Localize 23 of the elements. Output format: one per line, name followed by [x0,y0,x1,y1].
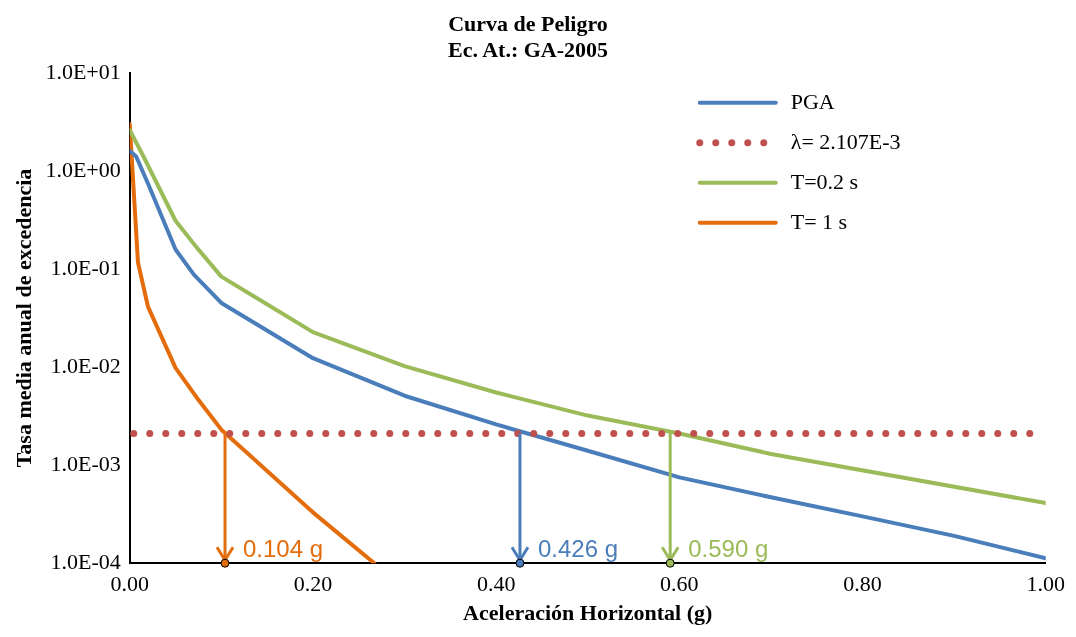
y-tick-label: 1.0E-01 [50,254,121,280]
x-tick-label: 1.00 [1026,571,1065,597]
x-tick-label: 0.80 [843,571,882,597]
y-axis-title: Tasa media anual de excedencia [10,168,36,468]
y-tick-label: 1.0E-04 [50,548,121,574]
annotation: 0.104 g [243,535,324,563]
y-tick-label: 1.0E-03 [50,450,121,476]
x-tick-label: 0.00 [110,571,149,597]
x-axis-title: Aceleración Horizontal (g) [463,600,713,626]
chart-subtitle: Ec. At.: GA-2005 [447,37,609,63]
y-tick-label: 1.0E-02 [50,352,121,378]
annotation: 0.426 g [537,535,619,563]
legend-label: T=0.2 s [790,168,859,194]
chart-title: Curva de Peligro [448,10,608,36]
annotation: 0.590 g [688,535,769,563]
legend-label: PGA [790,88,835,114]
y-tick-label: 1.0E+00 [45,156,121,182]
legend-label: λ= 2.107E-3 [790,128,901,154]
x-tick-label: 0.20 [293,571,333,597]
y-tick-label: 1.0E+01 [45,58,121,84]
legend-label: T= 1 s [790,208,848,234]
x-tick-label: 0.40 [476,571,516,597]
x-tick-label: 0.60 [660,571,699,597]
